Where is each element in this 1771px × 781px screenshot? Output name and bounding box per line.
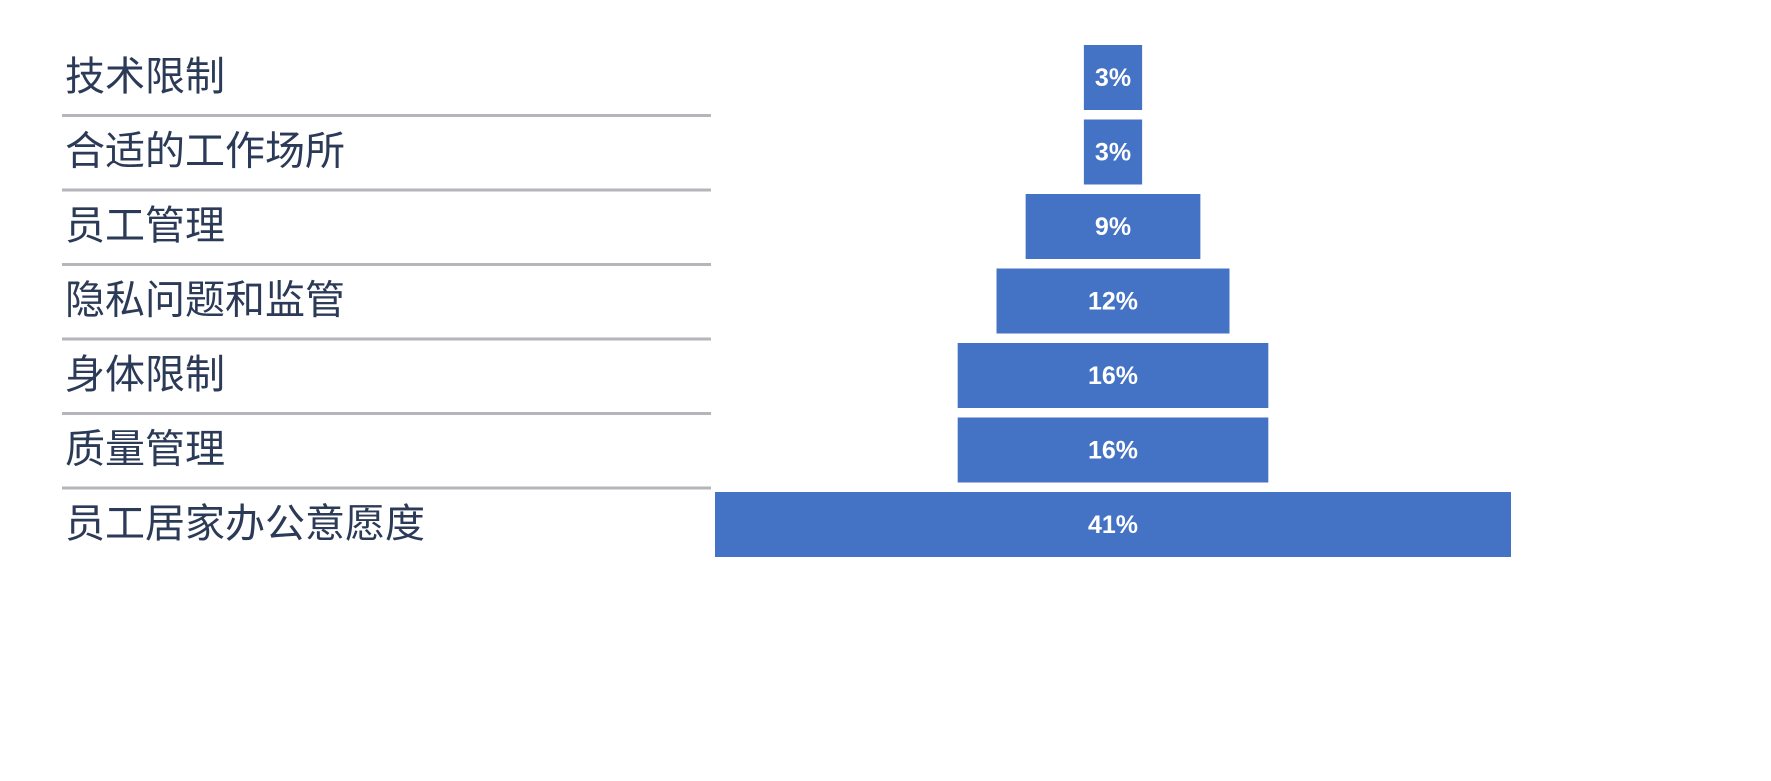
- data-label: 12%: [1088, 288, 1138, 316]
- data-label: 3%: [1095, 139, 1131, 167]
- funnel-bar: [957, 417, 1269, 483]
- category-label: 隐私问题和监管: [65, 279, 345, 323]
- funnel-bar: [957, 343, 1269, 408]
- funnel-bar: [1025, 194, 1201, 259]
- category-label: 合适的工作场所: [65, 130, 345, 174]
- data-label: 9%: [1095, 213, 1131, 241]
- category-label: 员工管理: [65, 204, 225, 248]
- category-label: 身体限制: [65, 353, 225, 397]
- funnel-bar: [1083, 45, 1143, 110]
- category-label: 技术限制: [65, 55, 225, 99]
- data-label: 41%: [1088, 511, 1138, 539]
- funnel-bar: [1083, 119, 1143, 185]
- category-label: 员工居家办公意愿度: [65, 502, 425, 546]
- category-label: 质量管理: [65, 428, 225, 472]
- data-label: 16%: [1088, 362, 1138, 390]
- data-label: 3%: [1095, 64, 1131, 92]
- data-label: 16%: [1088, 437, 1138, 465]
- funnel-bar: [996, 268, 1230, 334]
- funnel-bar: [715, 492, 1511, 557]
